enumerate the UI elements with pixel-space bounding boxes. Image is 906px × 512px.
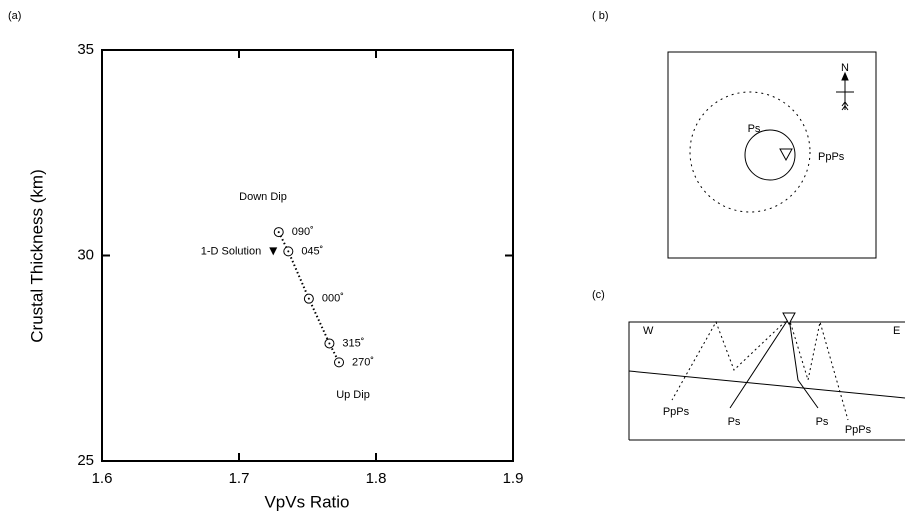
point-center	[277, 231, 280, 234]
interface	[628, 370, 906, 399]
point-center	[328, 342, 331, 345]
ps-label: Ps	[748, 123, 761, 135]
panel-label: (c)	[592, 289, 605, 301]
point-center	[338, 361, 341, 364]
point-center	[307, 297, 310, 300]
west-label: W	[643, 325, 654, 337]
ps-ray	[729, 317, 819, 409]
point-center	[287, 250, 290, 253]
solution-label: 1-D Solution	[201, 245, 262, 257]
north-arrow	[836, 71, 854, 111]
x-tick-label: 1.6	[92, 470, 113, 487]
ps-circle	[744, 129, 796, 181]
ray-label: Ps	[816, 416, 829, 428]
pps-circle	[689, 91, 811, 213]
y-axis-label: Crustal Thickness (km)	[27, 169, 46, 343]
x-axis-label: VpVs Ratio	[264, 492, 349, 511]
annotation: Down Dip	[239, 191, 287, 203]
point-label: 045˚	[301, 245, 323, 257]
x-tick-label: 1.9	[503, 470, 524, 487]
annotation: Up Dip	[336, 389, 370, 401]
ray-label: Ps	[728, 416, 741, 428]
ray-label: PpPs	[845, 424, 872, 436]
point-label: 270˚	[352, 356, 374, 368]
ray-label: PpPs	[663, 406, 690, 418]
section-frame	[628, 321, 905, 441]
station	[779, 148, 793, 162]
panel-label: ( b)	[592, 10, 609, 22]
y-tick-label: 30	[77, 246, 94, 263]
y-tick-label: 25	[77, 452, 94, 469]
north-label: N	[841, 62, 849, 74]
pps-label: PpPs	[818, 151, 845, 163]
y-tick-label: 35	[77, 41, 94, 58]
pps-ray	[671, 317, 849, 421]
solution-marker	[269, 247, 278, 256]
point-label: 000˚	[322, 293, 344, 305]
point-label: 315˚	[342, 337, 364, 349]
x-tick-label: 1.8	[366, 470, 387, 487]
east-label: E	[893, 325, 900, 337]
point-label: 090˚	[292, 226, 314, 238]
map-frame	[667, 51, 877, 259]
panel-label: (a)	[8, 10, 21, 22]
x-tick-label: 1.7	[229, 470, 250, 487]
station	[782, 312, 796, 326]
